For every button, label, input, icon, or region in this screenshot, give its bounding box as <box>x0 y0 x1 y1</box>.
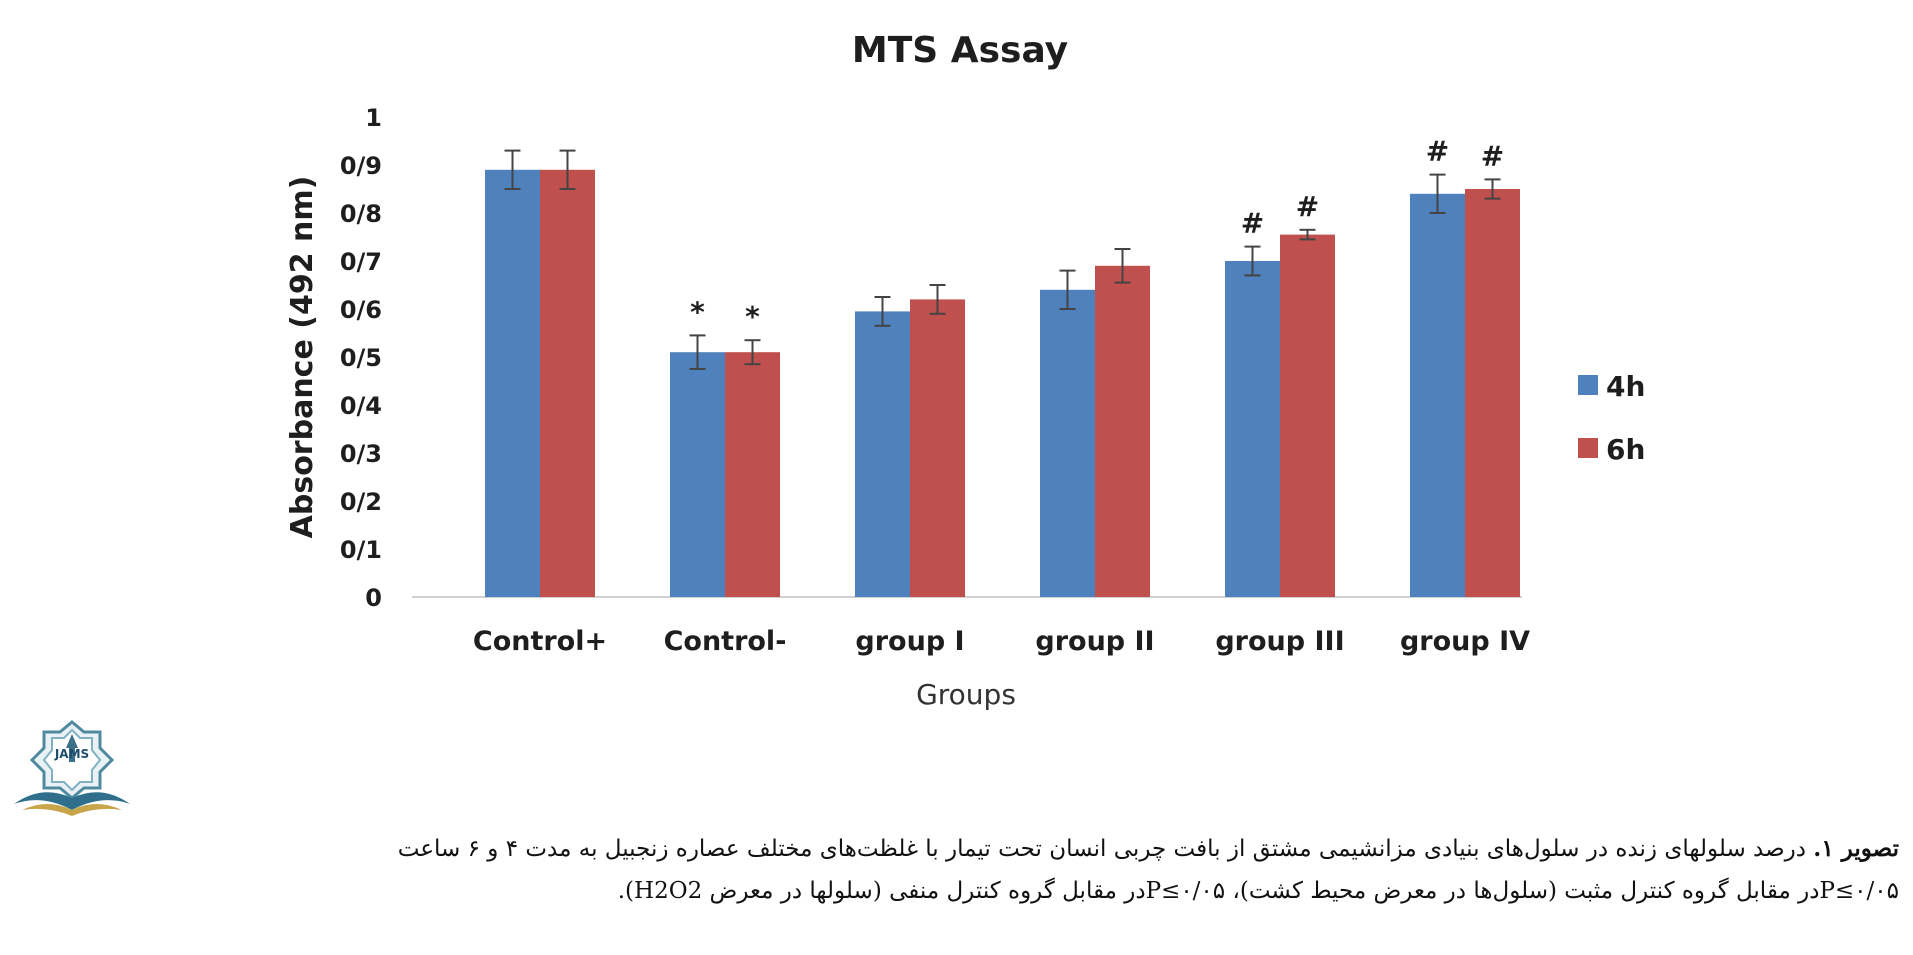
error-bar <box>744 339 761 366</box>
jams-logo: JAMS <box>14 720 130 816</box>
x-category-label: group I <box>855 626 964 657</box>
chart-title: MTS Assay <box>852 30 1068 71</box>
y-tick-label: 0/9 <box>340 152 382 180</box>
y-tick-label: 0/5 <box>340 344 382 372</box>
bar-4h-2 <box>855 311 910 597</box>
bar-6h-2 <box>910 299 965 597</box>
bar-series <box>485 169 1520 598</box>
y-tick-label: 0/3 <box>340 440 382 468</box>
y-tick-label: 0 <box>365 584 382 612</box>
x-category-label: group III <box>1215 626 1344 657</box>
x-category-label: group II <box>1035 626 1154 657</box>
bar-4h-3 <box>1040 289 1095 597</box>
caption-line-2: P≤۰/۰۵در مقابل گروه کنترل مثبت (سلول‌ها … <box>10 870 1899 912</box>
legend-label-6h: 6h <box>1606 433 1645 466</box>
mts-assay-chart: MTS Assay 00/10/20/30/40/50/60/70/80/91 … <box>285 30 1645 711</box>
error-bar <box>874 296 891 327</box>
bar-4h-5 <box>1410 193 1465 598</box>
y-tick-label: 0/2 <box>340 488 382 516</box>
bar-4h-1 <box>670 352 725 597</box>
figure-caption: تصویر ۱. درصد سلولهای زنده در سلول‌های ب… <box>10 828 1899 912</box>
x-axis-title: Groups <box>916 678 1016 711</box>
error-bar <box>1299 228 1316 241</box>
bar-4h-0 <box>485 169 540 598</box>
svg-text:JAMS: JAMS <box>54 747 89 761</box>
x-category-label: Control+ <box>473 626 607 657</box>
y-tick-label: 0/6 <box>340 296 382 324</box>
y-tick-label: 0/8 <box>340 200 382 228</box>
significance-mark: * <box>690 295 705 328</box>
significance-mark: # <box>1426 135 1449 168</box>
error-bar <box>1484 178 1501 200</box>
bar-4h-4 <box>1225 261 1280 597</box>
x-category-label: Control- <box>664 626 787 657</box>
legend-label-4h: 4h <box>1606 370 1645 403</box>
error-bar <box>1114 248 1131 284</box>
caption-line-1: تصویر ۱. درصد سلولهای زنده در سلول‌های ب… <box>10 828 1899 870</box>
significance-mark: * <box>745 300 760 333</box>
caption-text-2: P≤۰/۰۵در مقابل گروه کنترل مثبت (سلول‌ها … <box>617 878 1899 904</box>
significance-marks: * * # # # # <box>690 135 1504 334</box>
y-tick-label: 0/1 <box>340 536 382 564</box>
error-bar <box>929 284 946 315</box>
error-bar <box>1059 269 1076 310</box>
caption-text-1: درصد سلولهای زنده در سلول‌های بنیادی مزا… <box>397 836 1806 862</box>
error-bar <box>559 149 576 190</box>
significance-mark: # <box>1241 207 1264 240</box>
bar-6h-5 <box>1465 189 1520 597</box>
error-bar <box>1429 173 1446 214</box>
error-bar <box>689 334 706 370</box>
y-axis-title: Absorbance (492 nm) <box>285 176 320 539</box>
error-bars <box>504 149 1501 370</box>
bar-6h-4 <box>1280 234 1335 597</box>
legend: 4h 6h <box>1578 370 1645 466</box>
significance-mark: # <box>1296 190 1319 223</box>
bar-6h-1 <box>725 352 780 597</box>
x-category-label: group IV <box>1400 626 1530 657</box>
bar-6h-0 <box>540 169 595 598</box>
bar-6h-3 <box>1095 265 1150 597</box>
y-axis-ticks: 0 0/1 0/2 0/3 0/4 0/5 0/6 0/7 0/8 0/9 1 <box>340 104 382 612</box>
legend-swatch-6h <box>1578 438 1598 458</box>
error-bar <box>1244 245 1261 277</box>
y-tick-label: 0/4 <box>340 392 382 420</box>
error-bar <box>504 149 521 190</box>
y-tick-label: 0/7 <box>340 248 382 276</box>
caption-title: تصویر ۱. <box>1813 835 1899 862</box>
x-axis-categories: Control+ Control-group I group II group III… <box>473 626 1530 657</box>
significance-mark: # <box>1481 139 1504 172</box>
y-tick-label: 1 <box>365 104 382 132</box>
legend-swatch-4h <box>1578 375 1598 395</box>
